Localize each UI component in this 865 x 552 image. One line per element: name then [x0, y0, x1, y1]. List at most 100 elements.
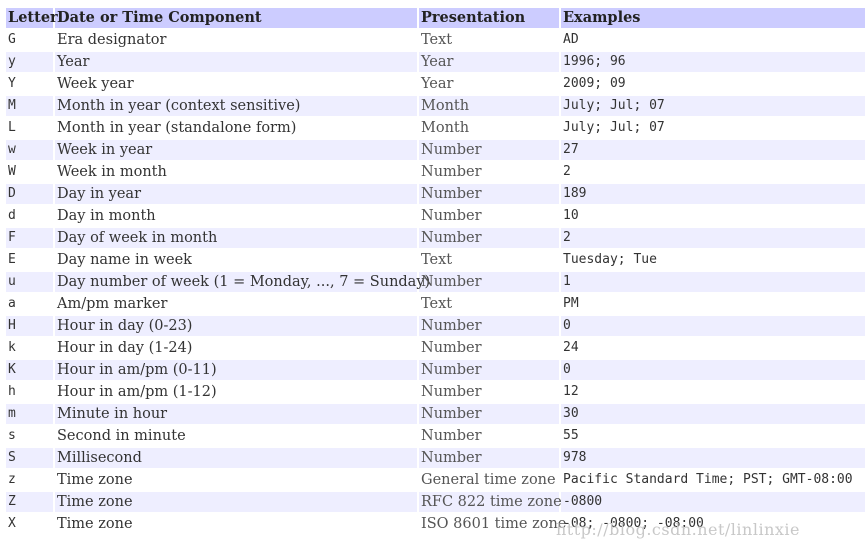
header-component: Date or Time Component — [55, 8, 417, 28]
cell-example: PM — [561, 294, 865, 314]
cell-component: Hour in day (1-24) — [55, 338, 417, 358]
cell-example: Pacific Standard Time; PST; GMT-08:00 — [561, 470, 865, 490]
cell-letter: z — [6, 470, 53, 490]
header-examples: Examples — [561, 8, 865, 28]
cell-component: Month in year (standalone form) — [55, 118, 417, 138]
table-row: G Era designator Text AD — [6, 30, 865, 50]
cell-example: July; Jul; 07 — [561, 118, 865, 138]
cell-letter: G — [6, 30, 53, 50]
cell-letter: k — [6, 338, 53, 358]
cell-presentation: Number — [419, 382, 559, 402]
cell-letter: u — [6, 272, 53, 292]
table-row: L Month in year (standalone form) Month Jul… — [6, 118, 865, 138]
table-row: H Hour in day (0-23) Number 0 — [6, 316, 865, 336]
cell-example: 0 — [561, 360, 865, 380]
cell-component: Week in year — [55, 140, 417, 160]
cell-letter: s — [6, 426, 53, 446]
cell-example: 55 — [561, 426, 865, 446]
cell-letter: D — [6, 184, 53, 204]
cell-example: AD — [561, 30, 865, 50]
cell-component: Hour in day (0-23) — [55, 316, 417, 336]
table-row: Y Week year Year 2009; 09 — [6, 74, 865, 94]
table-row: m Minute in hour Number 30 — [6, 404, 865, 424]
cell-letter: K — [6, 360, 53, 380]
cell-example: 2009; 09 — [561, 74, 865, 94]
cell-example: 1 — [561, 272, 865, 292]
table-row: M Month in year (context sensitive) Month J… — [6, 96, 865, 116]
cell-letter: M — [6, 96, 53, 116]
table-row: E Day name in week Text Tuesday; Tue — [6, 250, 865, 270]
cell-presentation: Number — [419, 360, 559, 380]
cell-example: -08; -0800; -08:00 — [561, 514, 865, 534]
cell-component: Hour in am/pm (1-12) — [55, 382, 417, 402]
cell-letter: L — [6, 118, 53, 138]
cell-example: 12 — [561, 382, 865, 402]
table-row: a Am/pm marker Text PM — [6, 294, 865, 314]
table-row: X Time zone ISO 8601 time zone -08; -0800; … — [6, 514, 865, 534]
table-body: G Era designator Text AD y Year Year 1996; 96 Y W… — [6, 30, 865, 534]
cell-presentation: ISO 8601 time zone — [419, 514, 567, 534]
cell-presentation: Year — [419, 52, 559, 72]
cell-presentation: Number — [419, 206, 559, 226]
cell-example: 30 — [561, 404, 865, 424]
cell-letter: H — [6, 316, 53, 336]
date-format-pattern-table: Letter Date or Time Component Presentati… — [4, 6, 865, 536]
cell-component: Time zone — [55, 470, 417, 490]
cell-presentation: Number — [419, 426, 559, 446]
cell-letter: d — [6, 206, 53, 226]
cell-letter: X — [6, 514, 53, 534]
cell-presentation: RFC 822 time zone — [419, 492, 562, 512]
header-letter: Letter — [6, 8, 58, 28]
cell-letter: y — [6, 52, 53, 72]
table-row: D Day in year Number 189 — [6, 184, 865, 204]
cell-letter: W — [6, 162, 53, 182]
cell-component: Week year — [55, 74, 417, 94]
table-header-row: Letter Date or Time Component Presentati… — [6, 8, 865, 28]
cell-presentation: Number — [419, 338, 559, 358]
cell-example: Tuesday; Tue — [561, 250, 865, 270]
cell-component: Day number of week (1 = Monday, ..., 7 =… — [55, 272, 431, 292]
cell-example: -0800 — [561, 492, 865, 512]
cell-example: 2 — [561, 162, 865, 182]
table-row: d Day in month Number 10 — [6, 206, 865, 226]
cell-example: 24 — [561, 338, 865, 358]
cell-letter: a — [6, 294, 53, 314]
cell-component: Hour in am/pm (0-11) — [55, 360, 417, 380]
cell-component: Year — [55, 52, 417, 72]
cell-component: Time zone — [55, 492, 417, 512]
table-row: u Day number of week (1 = Monday, ..., 7 … — [6, 272, 865, 292]
table-row: w Week in year Number 27 — [6, 140, 865, 160]
cell-presentation: Month — [419, 96, 559, 116]
cell-example: 0 — [561, 316, 865, 336]
cell-example: 27 — [561, 140, 865, 160]
table-row: z Time zone General time zone Pacific Stand… — [6, 470, 865, 490]
cell-component: Day in month — [55, 206, 417, 226]
cell-presentation: Number — [419, 448, 559, 468]
table-row: Z Time zone RFC 822 time zone -0800 — [6, 492, 865, 512]
table-row: S Millisecond Number 978 — [6, 448, 865, 468]
cell-example: 978 — [561, 448, 865, 468]
cell-component: Month in year (context sensitive) — [55, 96, 417, 116]
cell-letter: S — [6, 448, 53, 468]
cell-component: Day name in week — [55, 250, 417, 270]
cell-component: Millisecond — [55, 448, 417, 468]
cell-letter: h — [6, 382, 53, 402]
cell-example: 189 — [561, 184, 865, 204]
cell-letter: E — [6, 250, 53, 270]
cell-presentation: Text — [419, 30, 559, 50]
cell-example: 10 — [561, 206, 865, 226]
table-row: s Second in minute Number 55 — [6, 426, 865, 446]
cell-letter: F — [6, 228, 53, 248]
cell-presentation: Number — [419, 272, 559, 292]
cell-letter: Z — [6, 492, 53, 512]
cell-example: 1996; 96 — [561, 52, 865, 72]
cell-presentation: Number — [419, 228, 559, 248]
table-row: F Day of week in month Number 2 — [6, 228, 865, 248]
cell-presentation: Year — [419, 74, 559, 94]
cell-presentation: Number — [419, 404, 559, 424]
cell-component: Second in minute — [55, 426, 417, 446]
cell-presentation: Number — [419, 162, 559, 182]
cell-component: Time zone — [55, 514, 417, 534]
cell-component: Am/pm marker — [55, 294, 417, 314]
cell-presentation: Text — [419, 250, 559, 270]
